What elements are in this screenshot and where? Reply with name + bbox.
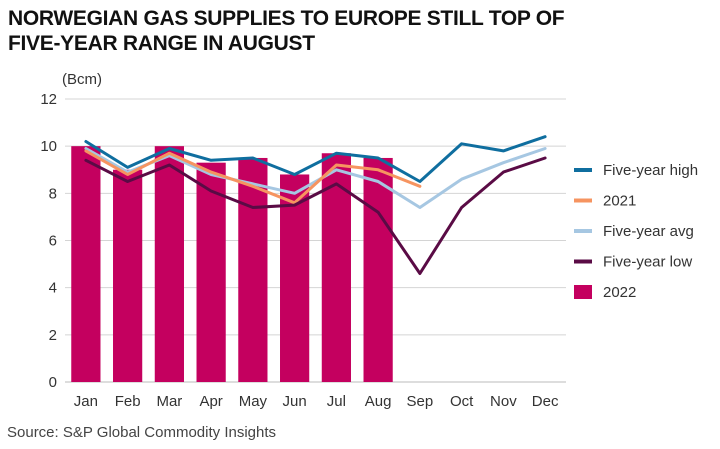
x-tick-label-sep: Sep bbox=[407, 393, 434, 410]
x-tick-label-feb: Feb bbox=[115, 393, 141, 410]
line-2021 bbox=[84, 149, 422, 205]
bar-2022-mar bbox=[154, 146, 184, 382]
x-tick-label-aug: Aug bbox=[365, 393, 392, 410]
bar-2022-jan bbox=[71, 146, 101, 382]
y-axis-unit-label: (Bcm) bbox=[62, 71, 102, 88]
legend-label-2021: 2021 bbox=[603, 193, 636, 210]
y-tick-label-12: 12 bbox=[40, 91, 57, 108]
bars-2022 bbox=[71, 146, 393, 382]
x-axis-ticks: Jan Feb Mar Apr May Jun Jul Aug Sep Oct Nov Dec bbox=[74, 393, 559, 410]
bar-2022-aug bbox=[363, 157, 393, 382]
chart-title-line-2: FIVE-YEAR RANGE IN AUGUST bbox=[8, 32, 315, 55]
line-five-year-high bbox=[84, 135, 547, 183]
legend-swatch-2022 bbox=[574, 285, 592, 299]
gridlines bbox=[65, 98, 566, 383]
line-series bbox=[84, 135, 547, 275]
legend-label-five-year-low: Five-year low bbox=[603, 254, 692, 271]
x-tick-label-jun: Jun bbox=[283, 393, 307, 410]
x-tick-label-oct: Oct bbox=[450, 393, 474, 410]
y-tick-label-2: 2 bbox=[49, 327, 57, 344]
y-tick-label-0: 0 bbox=[49, 374, 57, 391]
y-tick-label-6: 6 bbox=[49, 233, 57, 250]
x-tick-label-apr: Apr bbox=[199, 393, 222, 410]
source-note: Source: S&P Global Commodity Insights bbox=[7, 424, 277, 441]
bar-2022-apr bbox=[196, 162, 226, 382]
bar-2022-feb bbox=[113, 169, 143, 382]
legend-label-five-year-high: Five-year high bbox=[603, 162, 698, 179]
x-tick-label-dec: Dec bbox=[532, 393, 559, 410]
bar-2022-may bbox=[238, 157, 268, 382]
legend-label-five-year-avg: Five-year avg bbox=[603, 223, 694, 240]
x-tick-label-nov: Nov bbox=[490, 393, 517, 410]
bar-2022-jun bbox=[280, 174, 310, 382]
y-tick-label-4: 4 bbox=[49, 280, 57, 297]
x-tick-label-mar: Mar bbox=[156, 393, 182, 410]
chart-title: NORWEGIAN GAS SUPPLIES TO EUROPE STILL T… bbox=[8, 6, 565, 56]
x-tick-label-may: May bbox=[239, 393, 268, 410]
y-tick-label-10: 10 bbox=[40, 138, 57, 155]
chart-title-line-1: NORWEGIAN GAS SUPPLIES TO EUROPE STILL T… bbox=[8, 7, 565, 30]
line-five-year-low bbox=[84, 156, 547, 275]
y-tick-label-8: 8 bbox=[49, 185, 57, 202]
y-axis-ticks: 0 2 4 6 8 10 12 bbox=[40, 91, 57, 391]
legend: Five-year high 2021 Five-year avg Five-year… bbox=[574, 162, 698, 301]
x-tick-label-jan: Jan bbox=[74, 393, 98, 410]
legend-label-2022: 2022 bbox=[603, 284, 636, 301]
x-tick-label-jul: Jul bbox=[327, 393, 346, 410]
